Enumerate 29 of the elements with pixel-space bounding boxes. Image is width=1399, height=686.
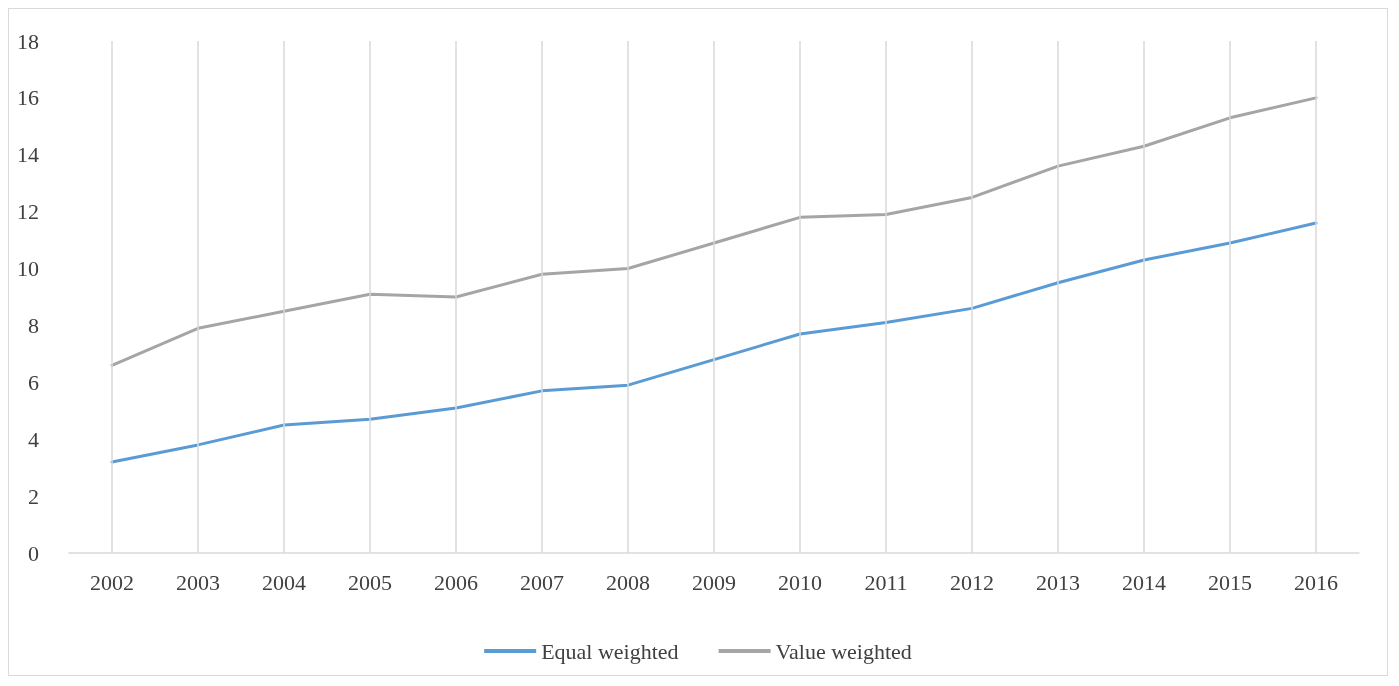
line-series bbox=[110, 221, 1318, 464]
y-tick-label: 8 bbox=[28, 312, 39, 338]
y-tick-label: 0 bbox=[28, 540, 39, 566]
legend-label: Equal weighted bbox=[541, 638, 679, 664]
x-tick-label: 2003 bbox=[176, 569, 220, 595]
x-tick-label: 2008 bbox=[606, 569, 650, 595]
x-tick-label: 2002 bbox=[90, 569, 134, 595]
y-tick-label: 2 bbox=[28, 483, 39, 509]
y-tick-label: 14 bbox=[17, 142, 39, 168]
y-tick-label: 12 bbox=[17, 199, 39, 225]
y-tick-label: 10 bbox=[17, 256, 39, 282]
x-tick-label: 2012 bbox=[950, 569, 994, 595]
y-tick-label: 6 bbox=[28, 369, 39, 395]
x-tick-label: 2015 bbox=[1208, 569, 1252, 595]
x-tick-label: 2011 bbox=[864, 569, 908, 595]
y-tick-label: 18 bbox=[17, 28, 39, 54]
x-tick-label: 2007 bbox=[520, 569, 564, 595]
x-tick-label: 2005 bbox=[348, 569, 392, 595]
y-tick-label: 16 bbox=[17, 85, 39, 111]
legend-label: Value weighted bbox=[775, 638, 912, 664]
x-tick-label: 2013 bbox=[1036, 569, 1080, 595]
line-series bbox=[110, 96, 1318, 367]
x-tick-label: 2004 bbox=[262, 569, 306, 595]
x-tick-label: 2016 bbox=[1294, 569, 1338, 595]
x-tick-label: 2010 bbox=[778, 569, 822, 595]
y-tick-label: 4 bbox=[28, 426, 39, 452]
x-tick-label: 2014 bbox=[1122, 569, 1166, 595]
x-tick-label: 2006 bbox=[434, 569, 478, 595]
x-tick-label: 2009 bbox=[692, 569, 736, 595]
